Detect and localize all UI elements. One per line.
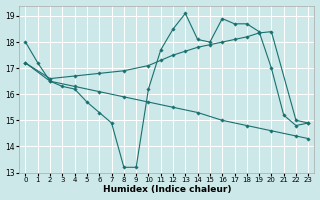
X-axis label: Humidex (Indice chaleur): Humidex (Indice chaleur) [103, 185, 231, 194]
